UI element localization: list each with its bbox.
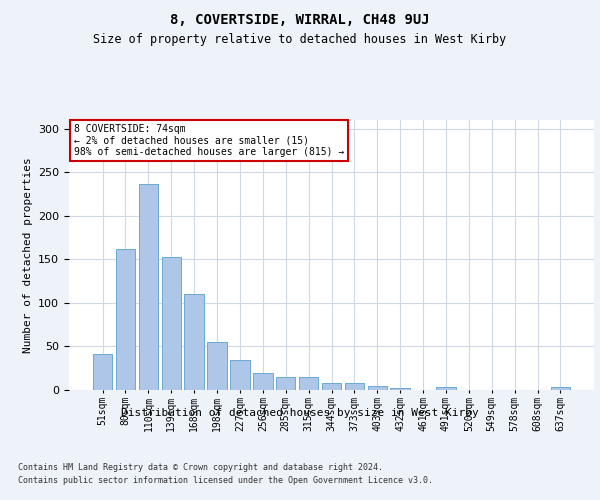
Bar — [276, 377, 295, 390]
Bar — [368, 386, 387, 390]
Text: Size of property relative to detached houses in West Kirby: Size of property relative to detached ho… — [94, 32, 506, 46]
Text: 8, COVERTSIDE, WIRRAL, CH48 9UJ: 8, COVERTSIDE, WIRRAL, CH48 9UJ — [170, 12, 430, 26]
Bar — [184, 294, 204, 390]
Text: Contains public sector information licensed under the Open Government Licence v3: Contains public sector information licen… — [18, 476, 433, 485]
Bar — [551, 386, 570, 390]
Bar — [253, 374, 272, 390]
Bar — [391, 388, 410, 390]
Text: Distribution of detached houses by size in West Kirby: Distribution of detached houses by size … — [121, 408, 479, 418]
Bar — [299, 377, 319, 390]
Bar — [322, 383, 341, 390]
Text: 8 COVERTSIDE: 74sqm
← 2% of detached houses are smaller (15)
98% of semi-detache: 8 COVERTSIDE: 74sqm ← 2% of detached hou… — [74, 124, 344, 157]
Bar — [161, 256, 181, 390]
Bar — [230, 360, 250, 390]
Bar — [344, 383, 364, 390]
Bar — [139, 184, 158, 390]
Bar — [116, 249, 135, 390]
Y-axis label: Number of detached properties: Number of detached properties — [23, 157, 32, 353]
Bar — [208, 342, 227, 390]
Text: Contains HM Land Registry data © Crown copyright and database right 2024.: Contains HM Land Registry data © Crown c… — [18, 462, 383, 471]
Bar — [436, 388, 455, 390]
Bar — [93, 354, 112, 390]
